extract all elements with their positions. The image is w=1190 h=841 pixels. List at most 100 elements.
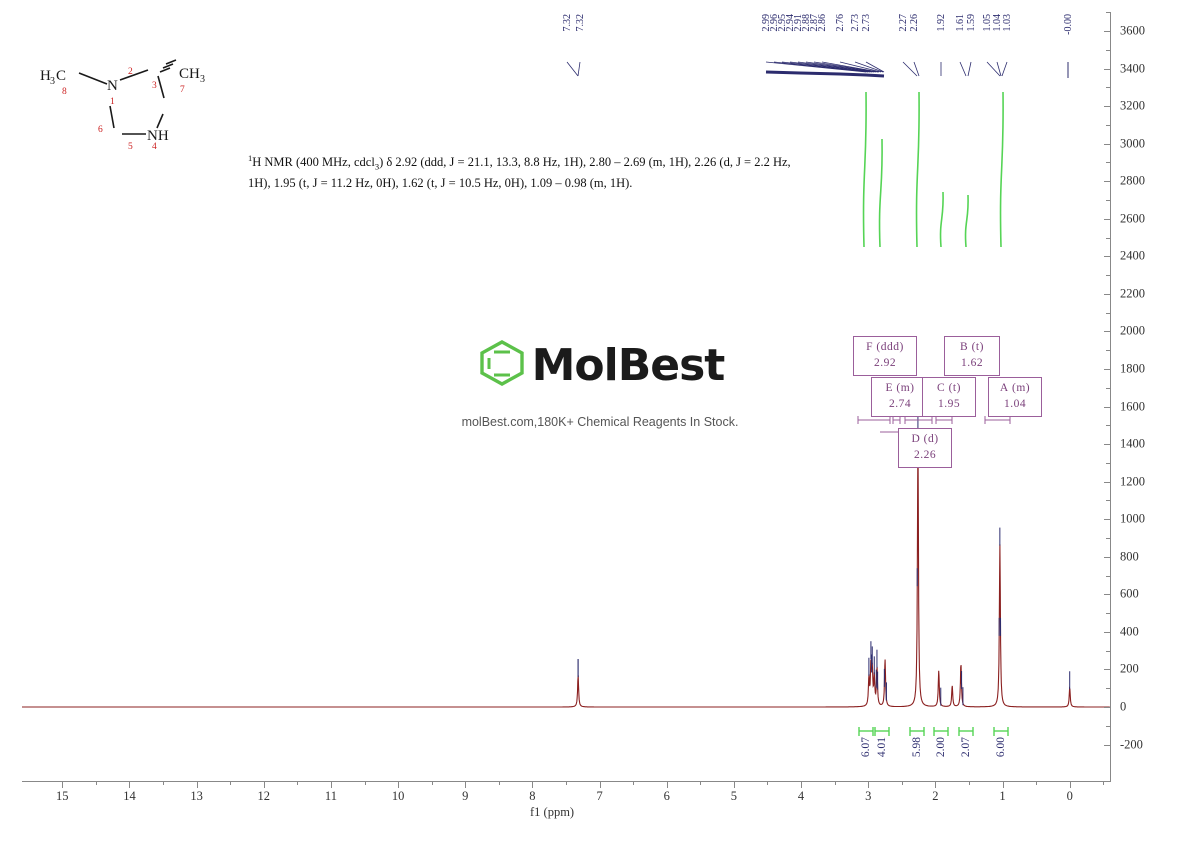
y-tick-mark (1104, 406, 1111, 408)
y-tick-label: 1200 (1120, 474, 1145, 489)
x-tick-minor (364, 781, 366, 785)
x-tick-minor (968, 781, 970, 785)
x-tick-mark (532, 781, 534, 788)
x-tick-minor (1103, 781, 1105, 785)
y-tick-label: 1800 (1120, 361, 1145, 376)
svg-text:C: C (56, 68, 66, 84)
multiplet-type: (m) (1012, 382, 1031, 394)
y-tick-minor (1106, 500, 1111, 502)
multiplet-shift: 2.74 (888, 397, 912, 410)
y-tick-minor (1106, 312, 1111, 314)
multiplet-id: A (999, 382, 1009, 394)
y-tick-mark (1104, 143, 1111, 145)
multiplet-id: B (960, 341, 969, 353)
multiplet-type: (ddd) (876, 341, 904, 353)
y-tick-minor (1106, 350, 1111, 352)
x-tick-mark (398, 781, 400, 788)
y-tick-mark (1104, 369, 1111, 370)
y-tick-minor (1106, 200, 1111, 201)
x-tick-minor (95, 781, 97, 785)
multiplet-shift: 1.95 (937, 397, 961, 410)
x-tick-minor (633, 781, 635, 785)
y-tick-mark (1104, 481, 1111, 483)
y-tick-mark (1104, 744, 1111, 746)
y-tick-minor (1106, 87, 1111, 89)
y-tick-mark (1104, 594, 1111, 596)
x-tick-label: 5 (730, 789, 738, 803)
y-tick-minor (1106, 425, 1111, 427)
multiplet-type: (d) (923, 433, 939, 445)
x-tick-label: 3 (865, 789, 872, 803)
watermark-tagline: molBest.com,180K+ Chemical Reagents In S… (461, 415, 739, 429)
svg-text:6: 6 (98, 125, 103, 135)
y-tick-minor (1106, 162, 1111, 164)
multiplet-box-F[interactable]: F (ddd) 2.92 (853, 336, 917, 377)
peak-label: 2.27 (898, 14, 909, 32)
x-tick-mark (129, 781, 131, 788)
integral-value-label: 4.01 (876, 737, 888, 758)
svg-text:5: 5 (128, 142, 133, 152)
peak-label: 2.73 (850, 14, 861, 32)
svg-text:1: 1 (110, 97, 115, 107)
x-tick-minor (498, 781, 500, 785)
svg-text:4: 4 (152, 142, 157, 152)
y-tick-label: 3400 (1120, 61, 1145, 76)
x-tick-mark (1069, 781, 1071, 788)
y-tick-label: 2800 (1120, 173, 1145, 188)
y-tick-minor (1106, 538, 1111, 539)
y-tick-minor (1106, 237, 1111, 239)
x-tick-minor (297, 781, 299, 785)
y-tick-mark (1104, 707, 1111, 708)
x-axis-label: f1 (ppm) (530, 805, 575, 819)
x-tick-label: 13 (190, 789, 203, 803)
svg-text:N: N (107, 78, 118, 94)
y-tick-minor (1106, 49, 1111, 51)
y-tick-label: 600 (1120, 586, 1139, 601)
y-tick-minor (1106, 12, 1111, 14)
y-tick-mark (1104, 331, 1111, 333)
y-tick-label: 1000 (1120, 511, 1145, 526)
multiplet-box-B[interactable]: B (t) 1.62 (944, 336, 1000, 377)
x-tick-mark (801, 781, 803, 788)
y-tick-minor (1106, 725, 1111, 727)
peak-label: 1.61 (955, 14, 966, 32)
multiplet-shift: 1.04 (1003, 397, 1027, 410)
x-tick-mark (1002, 781, 1004, 788)
nmr-solvent-subscript: 3 (374, 161, 380, 172)
peak-label: 7.32 (562, 14, 573, 32)
y-tick-label: 800 (1120, 549, 1139, 564)
multiplet-id: C (937, 382, 946, 394)
y-tick-minor (1106, 650, 1111, 652)
x-tick-label: 14 (123, 789, 136, 803)
x-tick-label: 0 (1066, 789, 1073, 803)
multiplet-id: E (885, 382, 894, 394)
x-tick-mark (62, 781, 64, 788)
svg-text:CH: CH (179, 66, 200, 82)
x-tick-mark (465, 781, 467, 788)
y-tick-mark (1104, 293, 1111, 295)
svg-text:H: H (40, 68, 51, 84)
y-tick-mark (1104, 31, 1111, 32)
x-tick-mark (330, 781, 332, 788)
y-tick-label: 400 (1120, 624, 1139, 639)
y-tick-label: 3600 (1120, 23, 1145, 38)
integral-value-label: 2.00 (935, 737, 947, 758)
y-tick-mark (1104, 181, 1111, 183)
multiplet-box-D[interactable]: D (d) 2.26 (898, 428, 952, 469)
multiplet-box-A[interactable]: A (m) 1.04 (988, 377, 1042, 418)
x-tick-label: 4 (797, 789, 805, 803)
x-tick-minor (230, 781, 232, 785)
x-tick-minor (901, 781, 903, 785)
y-tick-mark (1104, 68, 1111, 70)
x-tick-label: 1 (999, 789, 1006, 803)
multiplet-box-C[interactable]: C (t) 1.95 (922, 377, 976, 418)
svg-text:3: 3 (50, 76, 55, 87)
nmr-nucleus: 1 (248, 153, 253, 163)
x-tick-label: 7 (596, 789, 603, 803)
y-tick-minor (1106, 613, 1111, 615)
x-tick-mark (666, 781, 668, 788)
multiplet-id: F (866, 341, 874, 353)
multiplet-box-E[interactable]: E (m) 2.74 (871, 377, 929, 418)
